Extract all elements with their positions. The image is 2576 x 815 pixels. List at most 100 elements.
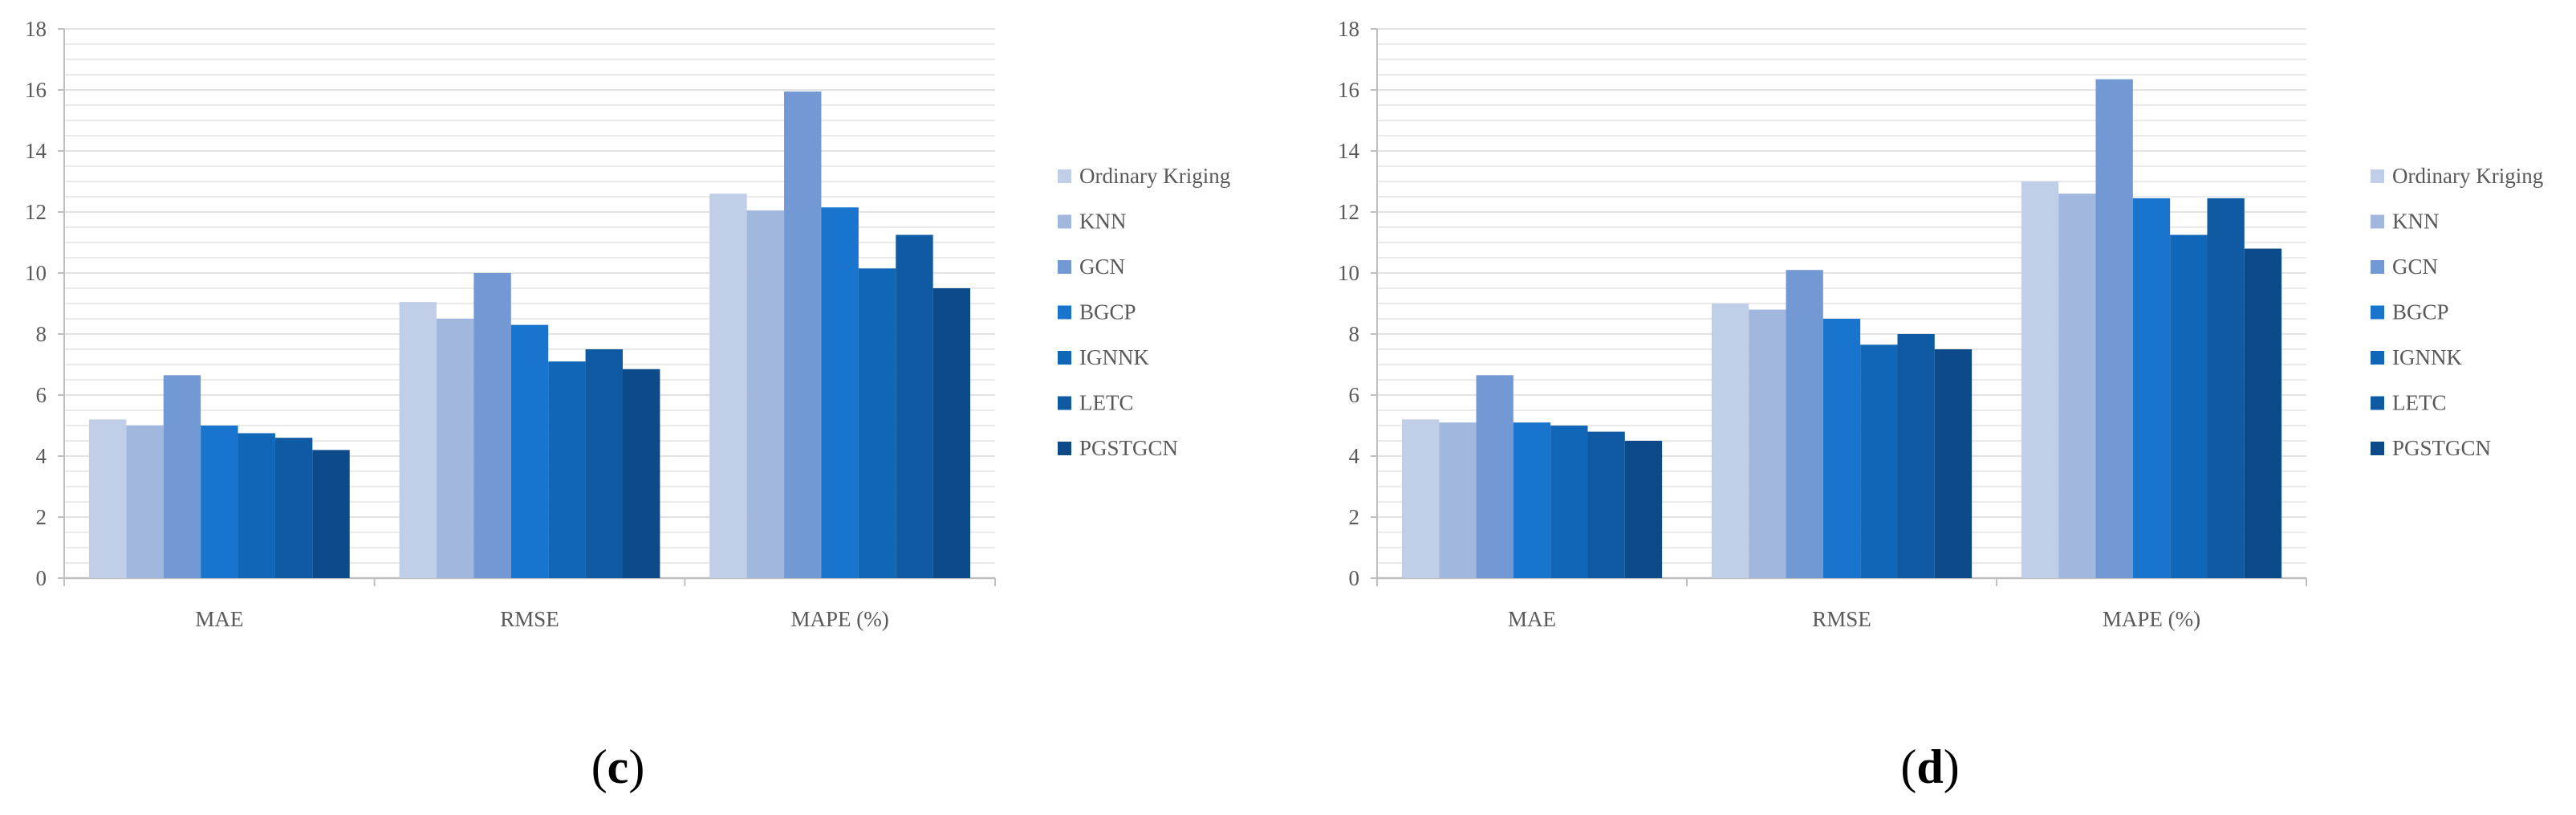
legend-swatch (1058, 396, 1071, 410)
legend-swatch (2371, 214, 2384, 229)
legend-label: IGNNK (2392, 345, 2462, 369)
x-tick-label: RMSE (1812, 607, 1871, 631)
legend-label: KNN (1079, 210, 1127, 234)
y-tick-label: 6 (1349, 383, 1360, 407)
y-axis: 0 2 4 6 8 10 12 14 16 18 (1338, 17, 1378, 590)
bar (746, 210, 785, 578)
bar (1934, 349, 1973, 578)
y-tick-label: 10 (1338, 261, 1359, 285)
bar (2058, 194, 2096, 578)
y-tick-label: 16 (1338, 78, 1359, 102)
bar (623, 369, 660, 578)
bar (437, 319, 474, 578)
y-tick-label: 14 (25, 139, 47, 163)
bar (312, 450, 350, 578)
bar (2021, 181, 2059, 578)
bar (585, 349, 623, 578)
bar (1860, 344, 1898, 578)
bar (1439, 422, 1477, 578)
bar (163, 375, 201, 578)
y-tick-label: 12 (25, 200, 47, 224)
bar (88, 419, 127, 578)
bar (1897, 334, 1935, 578)
legend-swatch (1058, 169, 1071, 183)
bar (1476, 375, 1514, 578)
legend-label: BGCP (1079, 300, 1136, 324)
bar (1513, 422, 1551, 578)
bar (858, 268, 896, 578)
bar (709, 194, 747, 578)
legend-label: Ordinary Kriging (2392, 164, 2543, 188)
bars (88, 91, 971, 578)
bar (1786, 270, 1823, 578)
y-tick-label: 6 (36, 383, 47, 407)
bar (1587, 431, 1625, 578)
x-tick-label: MAE (195, 607, 243, 631)
bar (238, 433, 275, 578)
legend-label: LETC (2392, 391, 2447, 415)
x-axis: MAE RMSE MAPE (%) (63, 577, 996, 631)
legend-swatch (2371, 396, 2384, 410)
legend-label: PGSTGCN (1079, 436, 1178, 460)
bar (2095, 79, 2133, 578)
chart-panel-c: 0 2 4 6 8 10 12 14 16 18 MAE RMSE MAPE (%) Ordinary… (25, 17, 1230, 631)
bar (548, 361, 586, 578)
legend-label: BGCP (2392, 300, 2449, 324)
legend-label: Ordinary Kriging (1079, 164, 1230, 188)
y-tick-label: 18 (25, 17, 47, 41)
bar (2170, 234, 2208, 578)
y-tick-label: 8 (1349, 322, 1360, 346)
legend-swatch (1058, 214, 1071, 229)
chart-panel-d: 0 2 4 6 8 10 12 14 16 18 MAE RMSE MAPE (%) Ordinary… (1338, 17, 2543, 631)
bar (784, 91, 822, 578)
legend-swatch (1058, 305, 1071, 320)
legend-swatch (2371, 169, 2384, 183)
y-tick-label: 8 (36, 322, 47, 346)
bar (932, 288, 971, 578)
legend: Ordinary Kriging KNN GCN BGCP IGNNK LETC PGSTG… (2371, 164, 2543, 460)
y-tick-label: 4 (36, 444, 47, 468)
panel-label-c: (c) (591, 740, 645, 793)
y-tick-label: 18 (1338, 17, 1359, 41)
y-tick-label: 0 (36, 566, 47, 590)
bar (2132, 198, 2171, 578)
y-axis: 0 2 4 6 8 10 12 14 16 18 (25, 17, 65, 590)
legend-label: LETC (1079, 391, 1134, 415)
y-tick-label: 4 (1349, 444, 1360, 468)
bars (1401, 79, 2282, 578)
legend-label: GCN (2392, 255, 2438, 279)
bar (1822, 319, 1861, 578)
y-tick-label: 16 (25, 78, 47, 102)
legend-swatch (2371, 305, 2384, 320)
legend-swatch (2371, 260, 2384, 274)
x-tick-label: MAE (1508, 607, 1556, 631)
bar (1711, 304, 1749, 578)
bar (473, 273, 511, 578)
legend: Ordinary Kriging KNN GCN BGCP IGNNK LETC PGSTG… (1058, 164, 1230, 460)
bar (1624, 441, 1663, 578)
bar (399, 302, 437, 578)
bar (1749, 309, 1786, 578)
bar (201, 426, 238, 578)
legend-label: PGSTGCN (2392, 436, 2491, 460)
bar (2207, 198, 2245, 578)
x-tick-label: MAPE (%) (2103, 607, 2200, 631)
legend-label: KNN (2392, 210, 2440, 234)
bar (1550, 426, 1588, 578)
bar (274, 438, 313, 578)
legend-swatch (1058, 351, 1071, 365)
bar (510, 324, 549, 578)
bar (821, 207, 859, 578)
x-tick-label: RMSE (500, 607, 559, 631)
y-tick-label: 2 (36, 505, 47, 529)
legend-swatch (2371, 442, 2384, 455)
y-tick-label: 12 (1338, 200, 1359, 224)
y-tick-label: 2 (1349, 505, 1360, 529)
legend-swatch (1058, 260, 1071, 274)
legend-swatch (1058, 442, 1071, 455)
bar (2244, 248, 2282, 578)
y-tick-label: 0 (1349, 566, 1360, 590)
bar (1401, 419, 1440, 578)
legend-swatch (2371, 351, 2384, 365)
